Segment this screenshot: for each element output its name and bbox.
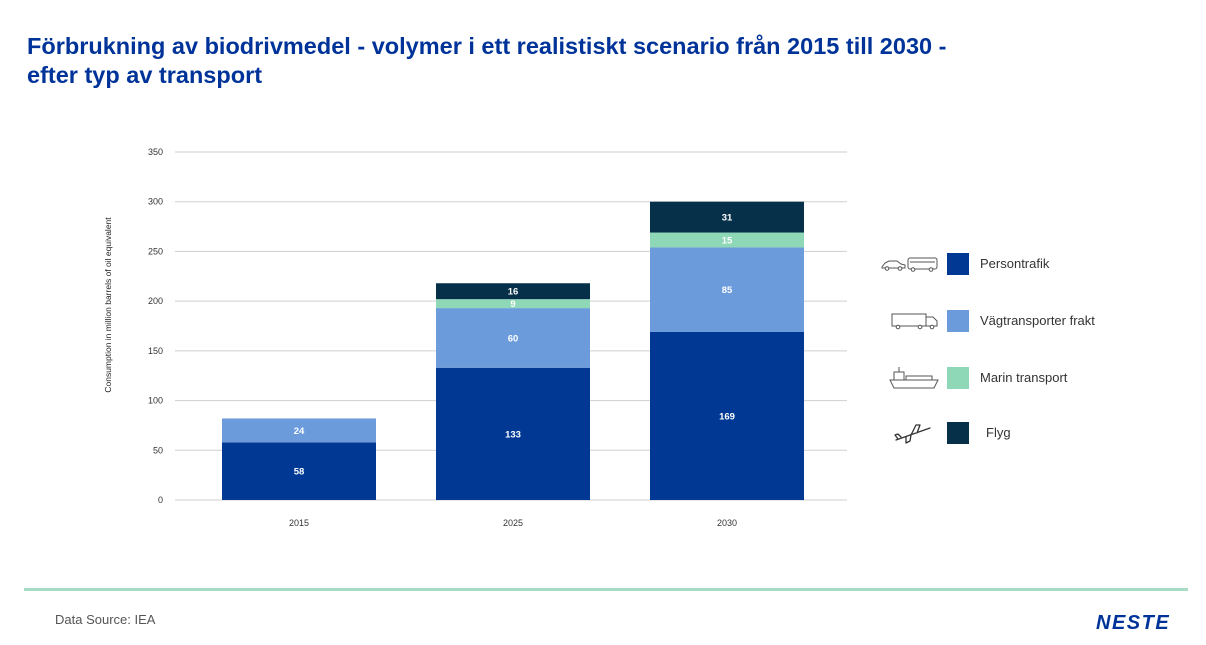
bar-segment [650, 247, 804, 332]
bar-value-label: 60 [508, 333, 519, 344]
bar-value-label: 24 [294, 426, 305, 437]
y-tick-label: 50 [153, 445, 163, 455]
legend-swatch-vagtransporter-frakt [947, 310, 969, 332]
chart-title-line-2: efter typ av transport [27, 62, 263, 88]
bar-segment [436, 283, 590, 300]
legend-swatch-flyg [947, 422, 969, 444]
bar-segment [436, 299, 590, 309]
bar-value-label: 133 [505, 429, 521, 440]
ship-icon [889, 367, 939, 389]
chart-title-line-1: Förbrukning av biodrivmedel - volymer i … [27, 33, 947, 59]
bar-value-label: 85 [722, 285, 733, 296]
legend-label-vagtransporter-frakt: Vägtransporter frakt [980, 313, 1095, 328]
y-axis-label: Consumption in million barrels of oil eq… [103, 217, 113, 393]
bar-value-label: 16 [508, 287, 519, 298]
x-tick-label: 2025 [503, 518, 523, 528]
airplane-icon [894, 424, 931, 444]
x-tick-label: 2030 [717, 518, 737, 528]
legend-label-marin-transport: Marin transport [980, 370, 1068, 385]
y-tick-label: 300 [148, 197, 163, 207]
chart-title: Förbrukning av biodrivmedel - volymer i … [27, 32, 1177, 90]
y-tick-label: 250 [148, 246, 163, 256]
neste-logo: NESTE [1096, 612, 1171, 634]
truck-icon [891, 313, 938, 330]
legend-label-flyg: Flyg [986, 425, 1011, 440]
bar-value-label: 169 [719, 411, 735, 422]
legend-swatch-marin-transport [947, 367, 969, 389]
bar-segment [650, 201, 804, 233]
y-tick-label: 150 [148, 346, 163, 356]
bar-segment [650, 331, 804, 500]
bar-value-label: 9 [510, 299, 515, 310]
bar-segment [222, 418, 376, 443]
bar-segment [650, 232, 804, 248]
legend-swatch-persontrafik [947, 253, 969, 275]
bar-value-label: 15 [722, 235, 733, 246]
legend-label-persontrafik: Persontrafik [980, 256, 1050, 271]
y-tick-label: 100 [148, 396, 163, 406]
bar-segment [436, 308, 590, 368]
y-tick-label: 350 [148, 147, 163, 157]
footer-divider [24, 588, 1188, 591]
y-tick-label: 0 [158, 495, 163, 505]
bar-segment [222, 442, 376, 500]
x-tick-label: 2015 [289, 518, 309, 528]
car-bus-icon [881, 257, 938, 272]
bar-segment [436, 367, 590, 500]
bar-value-label: 58 [294, 467, 305, 478]
bar-value-label: 31 [722, 213, 733, 224]
y-tick-label: 200 [148, 296, 163, 306]
data-source: Data Source: IEA [55, 612, 156, 627]
